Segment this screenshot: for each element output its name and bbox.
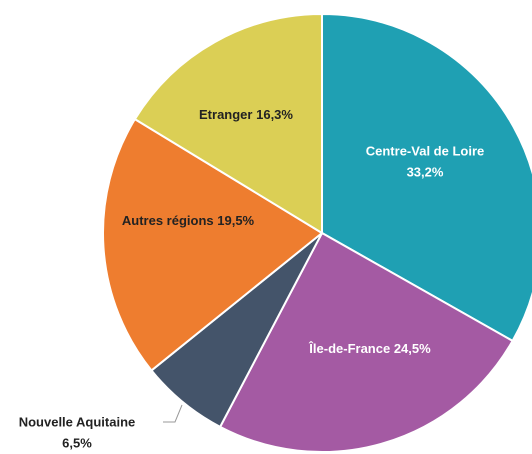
slice-label: Nouvelle Aquitaine (19, 414, 136, 429)
slice-label: Île-de-France 24,5% (308, 341, 431, 356)
slice-label: Etranger 16,3% (199, 107, 293, 122)
slice-label: Centre-Val de Loire (366, 143, 484, 158)
slice-value: 24,5% (394, 341, 431, 356)
slice-value: 19,5% (217, 213, 254, 228)
leader-line (163, 404, 183, 423)
pie-slice (133, 12, 323, 235)
slice-value: 33,2% (407, 164, 444, 179)
pie-slice (102, 117, 324, 372)
slice-category: Autres régions (122, 213, 214, 228)
slice-value: 6,5% (62, 435, 92, 450)
slice-category: Etranger (199, 107, 252, 122)
slice-value: 16,3% (256, 107, 293, 122)
slice-category: Île-de-France (308, 341, 390, 356)
slice-label: Autres régions 19,5% (122, 213, 255, 228)
pie-slice (321, 12, 532, 343)
